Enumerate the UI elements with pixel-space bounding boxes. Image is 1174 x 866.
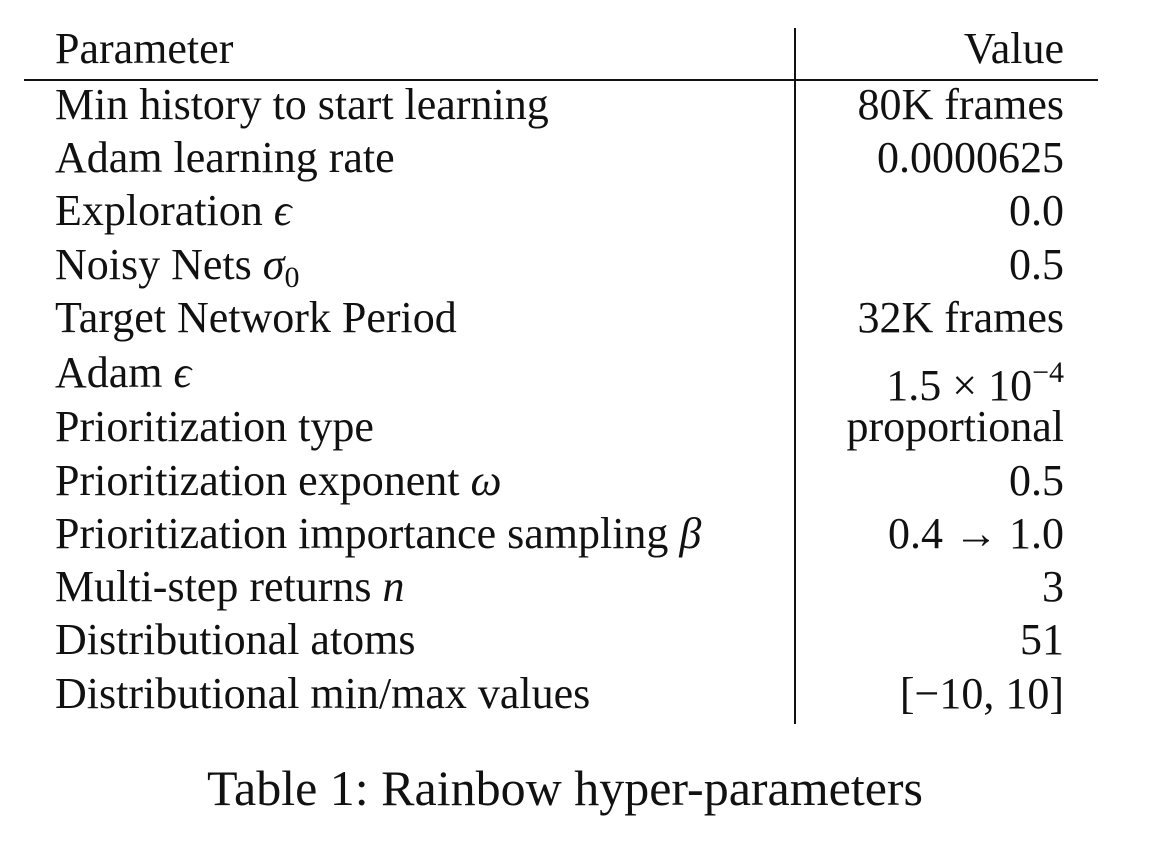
row-value: [−10, 10]: [899, 669, 1064, 718]
column-divider: [794, 28, 796, 724]
omega-symbol: ω: [470, 456, 502, 505]
header-rule: [24, 79, 1098, 81]
table-row: Noisy Nets σ0 0.5: [0, 238, 1174, 294]
table-row: Prioritization type proportional: [0, 400, 1174, 454]
table-caption: Table 1: Rainbow hyper-parameters: [206, 760, 924, 816]
row-parameter-text: Exploration: [55, 186, 263, 235]
epsilon-symbol: ϵ: [273, 186, 292, 235]
table-row: Target Network Period 32K frames: [0, 291, 1174, 345]
row-parameter: Adam ϵ: [55, 346, 191, 400]
sigma-subscript: 0: [284, 261, 300, 294]
row-parameter: Prioritization type: [55, 402, 374, 451]
beta-symbol: β: [679, 509, 702, 558]
row-parameter-text: Multi-step returns: [55, 562, 372, 611]
row-value: 0.0000625: [877, 133, 1064, 182]
row-parameter: Distributional atoms: [55, 615, 416, 664]
epsilon-symbol: ϵ: [173, 348, 192, 397]
row-value: 32K frames: [857, 293, 1065, 342]
row-parameter: Min history to start learning: [55, 80, 549, 129]
table-row: Prioritization importance sampling β 0.4…: [0, 507, 1174, 561]
row-parameter: Exploration ϵ: [55, 184, 291, 238]
row-value: 0.0: [1009, 186, 1064, 235]
row-parameter: Multi-step returns n: [55, 560, 405, 614]
row-value-superscript: −4: [1032, 356, 1064, 389]
n-symbol: n: [382, 562, 405, 611]
row-parameter: Adam learning rate: [55, 133, 395, 182]
row-value: 3: [1042, 562, 1064, 611]
row-parameter: Prioritization exponent ω: [55, 454, 502, 508]
table-row: Distributional min/max values [−10, 10]: [0, 667, 1174, 721]
table-row: Adam learning rate 0.0000625: [0, 131, 1174, 185]
row-value: 0.5: [1009, 240, 1064, 289]
row-parameter: Noisy Nets σ0: [55, 238, 299, 305]
table-row: Distributional atoms 51: [0, 613, 1174, 667]
table-row: Prioritization exponent ω 0.5: [0, 454, 1174, 508]
row-parameter: Target Network Period: [55, 293, 457, 342]
row-parameter-text: Adam: [55, 348, 163, 397]
row-parameter: Prioritization importance sampling β: [55, 507, 701, 561]
row-value-base: 1.5 × 10: [886, 361, 1033, 410]
row-value: 1.5 × 10−4: [886, 346, 1064, 413]
row-value: proportional: [846, 402, 1064, 451]
table-row: Multi-step returns n 3: [0, 560, 1174, 614]
row-parameter-text: Prioritization exponent: [55, 456, 460, 505]
table-header-row: Parameter Value: [0, 22, 1174, 76]
row-parameter-text: Prioritization importance sampling: [55, 509, 669, 558]
row-parameter: Distributional min/max values: [55, 669, 591, 718]
row-value: 0.5: [1009, 456, 1064, 505]
row-parameter-text: Noisy Nets: [55, 240, 252, 289]
header-parameter: Parameter: [55, 24, 234, 73]
header-value: Value: [963, 24, 1064, 73]
row-value: 80K frames: [857, 80, 1065, 129]
table-row: Exploration ϵ 0.0: [0, 184, 1174, 238]
sigma-symbol: σ: [262, 240, 285, 289]
row-value: 51: [1020, 615, 1064, 664]
table-row: Min history to start learning 80K frames: [0, 78, 1174, 132]
row-value: 0.4 → 1.0: [888, 509, 1064, 558]
table-row: Adam ϵ 1.5 × 10−4: [0, 346, 1174, 410]
